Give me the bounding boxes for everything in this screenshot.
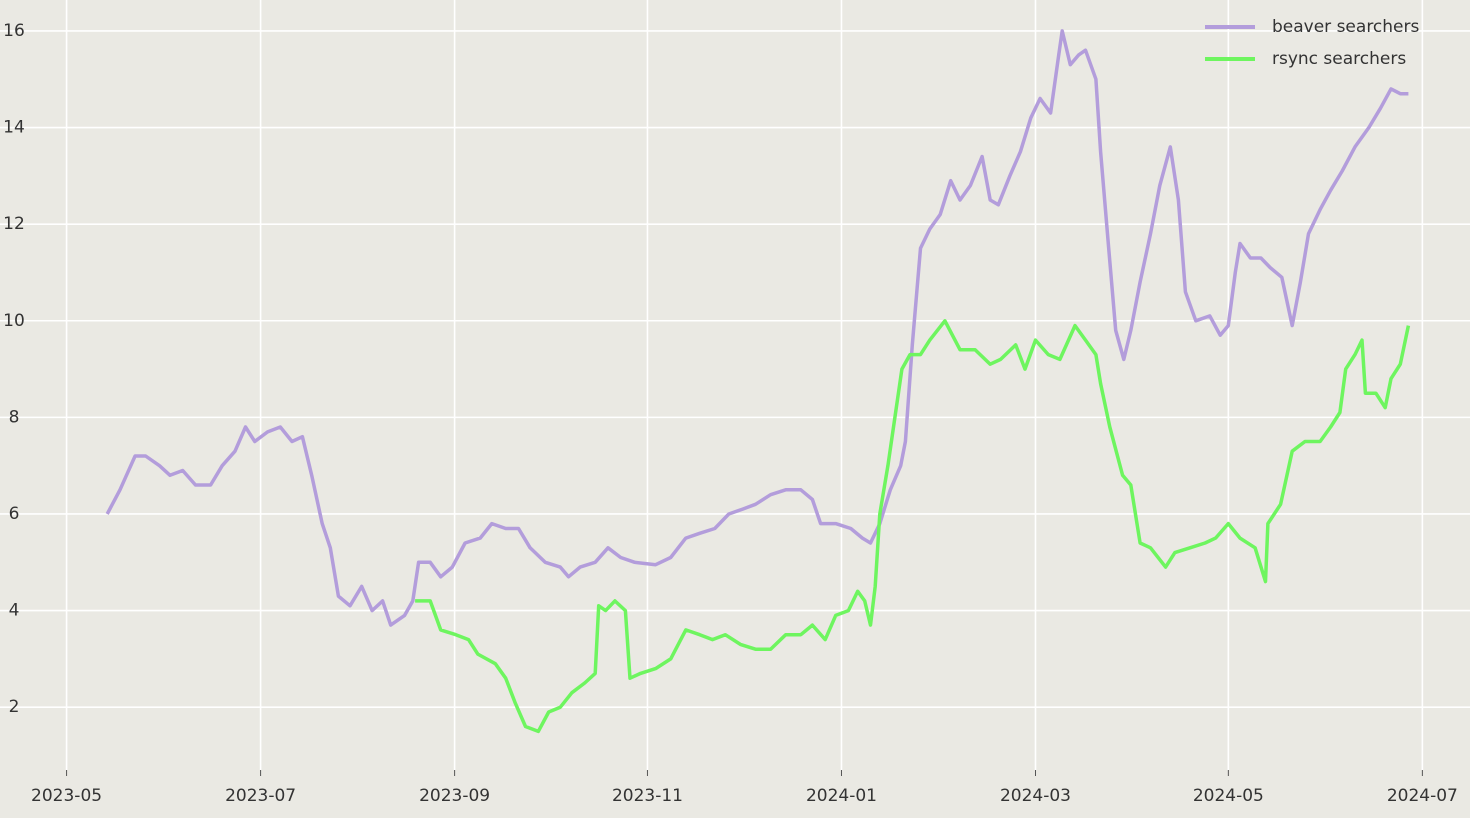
line [415,319,1411,734]
y-tick-label: 12 [3,214,25,234]
x-tick-label: 2024-07 [1387,786,1458,806]
x-tick-label: 2024-03 [1000,786,1071,806]
y-tick-label: 2 [9,697,20,717]
line [105,29,1409,627]
y-tick-label: 14 [3,118,25,138]
x-tick-label: 2024-05 [1193,786,1264,806]
y-tick-label: 8 [9,407,20,427]
x-tick-label: 2023-11 [612,786,683,806]
y-tick-label: 10 [3,311,25,331]
y-tick-label: 4 [9,601,20,621]
x-tick-label: 2023-09 [419,786,490,806]
x-tick-label: 2023-07 [225,786,296,806]
x-tick-label: 2024-01 [806,786,877,806]
legend-label: beaver searchers [1272,17,1419,37]
y-tick-label: 16 [3,21,25,41]
x-tick-label: 2023-05 [31,786,102,806]
y-tick-label: 6 [9,504,20,524]
legend-label: rsync searchers [1272,49,1406,69]
